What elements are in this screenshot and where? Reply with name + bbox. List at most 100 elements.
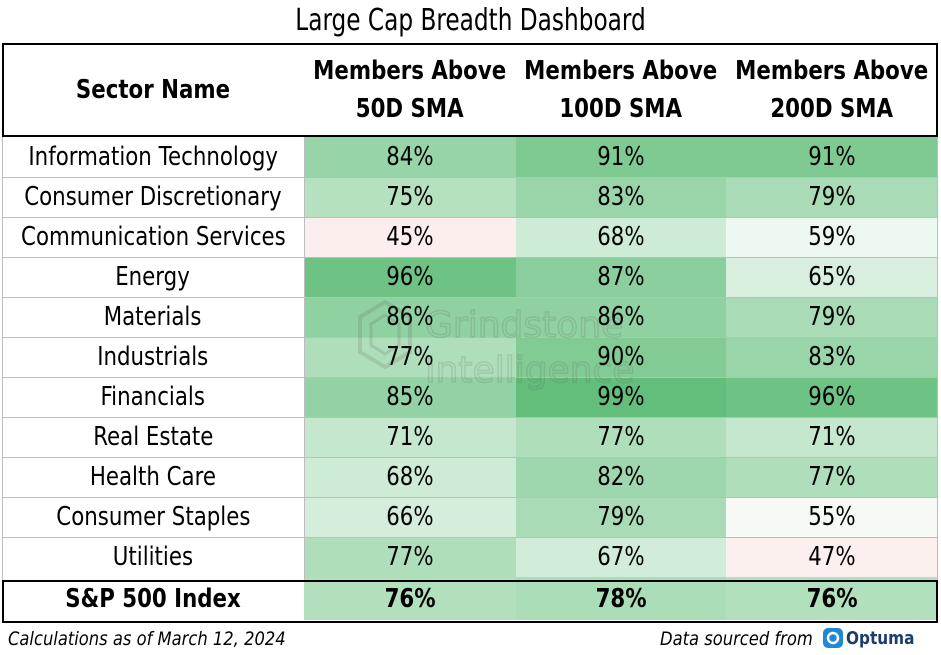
breadth-value: 83% (597, 182, 645, 212)
breadth-value: 59% (808, 222, 856, 252)
breadth-value-cell: 71% (304, 417, 516, 457)
breadth-value: 68% (597, 222, 645, 252)
breadth-value-cell: 96% (726, 377, 938, 417)
total-value-cell: 78% (516, 577, 726, 620)
breadth-value: 67% (597, 542, 645, 572)
breadth-value: 96% (386, 262, 434, 292)
breadth-value: 77% (808, 462, 856, 492)
breadth-value-cell: 68% (304, 457, 516, 497)
sector-name: Health Care (89, 462, 217, 492)
breadth-value-cell: 68% (516, 217, 726, 257)
breadth-value: 65% (808, 262, 856, 292)
breadth-value-cell: 75% (304, 177, 516, 217)
optuma-logo-icon (823, 628, 843, 648)
breadth-value-cell: 79% (726, 177, 938, 217)
column-header-label: Members Above 100D SMA (524, 56, 718, 124)
sector-name: Consumer Discretionary (24, 182, 282, 212)
breadth-value-cell: 79% (516, 497, 726, 537)
breadth-value-cell: 82% (516, 457, 726, 497)
breadth-value: 87% (597, 262, 645, 292)
sector-column-divider (304, 137, 305, 580)
breadth-value-cell: 77% (304, 337, 516, 377)
breadth-value: 71% (808, 422, 856, 452)
breadth-value: 68% (386, 462, 434, 492)
breadth-value: 82% (597, 462, 645, 492)
column-header-label: Members Above 200D SMA (735, 56, 929, 124)
breadth-value-cell: 66% (304, 497, 516, 537)
breadth-value-cell: 91% (726, 137, 938, 177)
breadth-value-cell: 79% (726, 297, 938, 337)
breadth-value: 71% (386, 422, 434, 452)
breadth-value-cell: 86% (516, 297, 726, 337)
breadth-value-cell: 47% (726, 537, 938, 577)
calculation-date-note: Calculations as of March 12, 2024 (8, 628, 286, 650)
breadth-value-cell: 91% (516, 137, 726, 177)
row-divider (2, 377, 938, 378)
sector-name-cell: Real Estate (2, 417, 304, 457)
total-row-name: S&P 500 Index (65, 583, 241, 614)
breadth-value-cell: 65% (726, 257, 938, 297)
row-divider (2, 337, 938, 338)
row-divider (2, 217, 938, 218)
total-value: 76% (384, 583, 436, 614)
sector-name-cell: Industrials (2, 337, 304, 377)
breadth-value-cell: 85% (304, 377, 516, 417)
sector-name: Utilities (112, 542, 194, 572)
row-divider (2, 177, 938, 178)
sector-name-cell: Consumer Discretionary (2, 177, 304, 217)
breadth-value-cell: 77% (304, 537, 516, 577)
breadth-value: 75% (386, 182, 434, 212)
total-value-cell: 76% (726, 577, 938, 620)
table-right-border (937, 137, 938, 580)
breadth-value: 77% (597, 422, 645, 452)
breadth-value: 91% (808, 142, 856, 172)
row-divider (2, 297, 938, 298)
column-header: Members Above 50D SMA (304, 43, 516, 137)
optuma-logo-text: Optuma (846, 627, 915, 649)
row-divider (2, 257, 938, 258)
row-divider (2, 457, 938, 458)
row-divider (2, 537, 938, 538)
sector-name: Materials (104, 302, 202, 332)
breadth-value-cell: 87% (516, 257, 726, 297)
column-header-label: Sector Name (75, 75, 231, 105)
sector-name-cell: Financials (2, 377, 304, 417)
sector-name: Information Technology (28, 142, 278, 172)
breadth-value: 79% (808, 302, 856, 332)
total-value: 76% (806, 583, 858, 614)
total-row-name-cell: S&P 500 Index (2, 577, 304, 620)
breadth-value-cell: 45% (304, 217, 516, 257)
sector-name-cell: Consumer Staples (2, 497, 304, 537)
breadth-value: 91% (597, 142, 645, 172)
row-divider (2, 417, 938, 418)
sector-name: Energy (115, 262, 191, 292)
breadth-value: 79% (597, 502, 645, 532)
column-header: Members Above 200D SMA (726, 43, 938, 137)
breadth-value: 96% (808, 382, 856, 412)
breadth-value-cell: 67% (516, 537, 726, 577)
breadth-value-cell: 55% (726, 497, 938, 537)
sector-name: Communication Services (20, 222, 286, 252)
sector-name: Consumer Staples (55, 502, 251, 532)
optuma-logo: Optuma (822, 627, 927, 649)
breadth-value: 79% (808, 182, 856, 212)
breadth-value-cell: 77% (726, 457, 938, 497)
column-header: Sector Name (2, 43, 304, 137)
sector-name-cell: Health Care (2, 457, 304, 497)
sector-name: Financials (100, 382, 206, 412)
breadth-value-cell: 71% (726, 417, 938, 457)
breadth-value-cell: 84% (304, 137, 516, 177)
breadth-value-cell: 86% (304, 297, 516, 337)
total-row-border (2, 580, 938, 623)
breadth-value-cell: 59% (726, 217, 938, 257)
dashboard-title: Large Cap Breadth Dashboard (295, 3, 646, 38)
breadth-value: 90% (597, 342, 645, 372)
column-header-label: Members Above 50D SMA (313, 56, 507, 124)
breadth-value: 47% (808, 542, 856, 572)
sector-name-cell: Materials (2, 297, 304, 337)
breadth-value: 45% (386, 222, 434, 252)
sector-name-cell: Energy (2, 257, 304, 297)
data-source-note: Data sourced from (660, 628, 813, 650)
sector-name: Real Estate (92, 422, 214, 452)
breadth-value: 77% (386, 542, 434, 572)
